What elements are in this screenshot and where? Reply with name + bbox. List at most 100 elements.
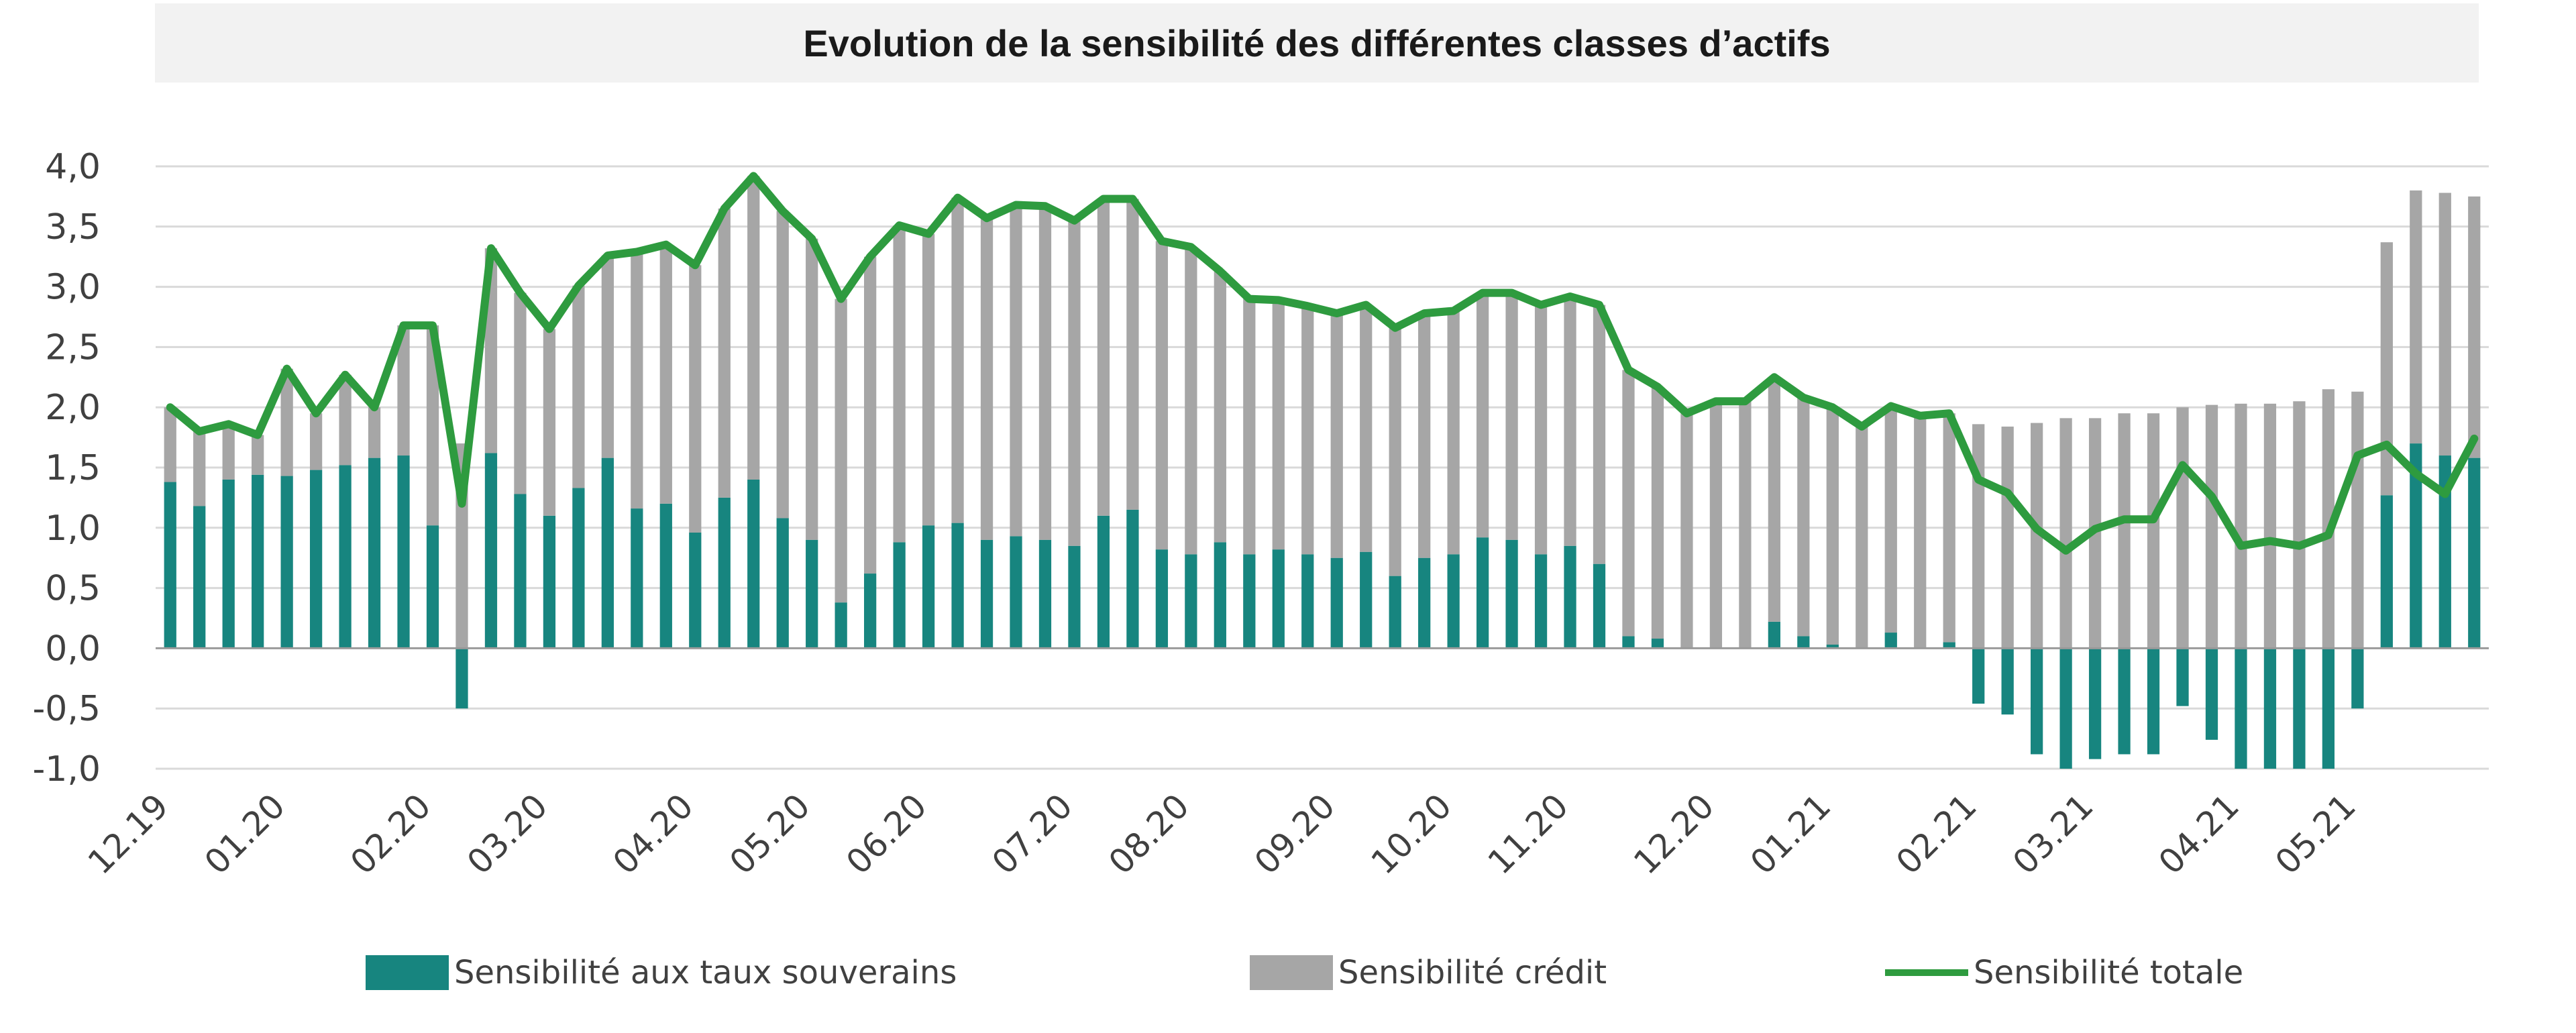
bar-credit bbox=[1564, 296, 1576, 546]
bar-souverains bbox=[835, 602, 847, 649]
x-tick-label: 02.20 bbox=[343, 786, 438, 881]
bar-souverains bbox=[2205, 648, 2218, 740]
bar-souverains bbox=[1330, 557, 1343, 649]
legend-line-totale bbox=[1885, 969, 1968, 976]
bar-credit bbox=[2351, 391, 2364, 649]
bar-souverains bbox=[1826, 645, 1839, 649]
bar-souverains bbox=[309, 470, 323, 649]
y-tick-label: 3,5 bbox=[45, 207, 101, 248]
legend-item-totale: Sensibilité totale bbox=[1885, 946, 2243, 999]
y-tick-label: 1,0 bbox=[45, 508, 101, 549]
bar-credit bbox=[1038, 206, 1052, 540]
bar-credit bbox=[193, 431, 206, 506]
total-line bbox=[166, 172, 2479, 555]
x-tick-label: 05.20 bbox=[722, 786, 817, 881]
bar-credit bbox=[280, 368, 293, 476]
bar-credit bbox=[2031, 423, 2043, 649]
bar-souverains bbox=[368, 457, 381, 649]
bar-souverains bbox=[514, 494, 527, 649]
bar-souverains bbox=[1155, 549, 1169, 649]
y-tick-label: -0,5 bbox=[33, 689, 101, 729]
bar-credit bbox=[2380, 242, 2393, 496]
bar-credit bbox=[718, 208, 731, 498]
bar-souverains bbox=[2147, 648, 2160, 755]
bar-credit bbox=[922, 233, 935, 526]
x-tick-label: 03.21 bbox=[2005, 786, 2100, 881]
bar-souverains bbox=[806, 539, 818, 649]
bar-credit bbox=[397, 325, 410, 456]
bar-souverains bbox=[1534, 554, 1548, 649]
bar-souverains bbox=[222, 479, 235, 649]
bar-souverains bbox=[484, 453, 498, 649]
bar-credit bbox=[1447, 311, 1460, 555]
y-axis-ticks: -1,0 -0,5 0,0 0,5 1,0 1,5 2,0 2,5 3,0 3,5 4,0 bbox=[33, 147, 101, 790]
x-tick-label: 03.20 bbox=[460, 786, 555, 881]
bar-credit bbox=[601, 255, 614, 458]
bar-credit bbox=[1243, 298, 1256, 555]
bar-credit bbox=[659, 244, 672, 504]
bar-souverains bbox=[601, 457, 614, 649]
bar-souverains bbox=[1593, 563, 1606, 649]
bar-credit bbox=[1680, 413, 1693, 649]
bar-credit bbox=[1360, 305, 1373, 552]
bar-credit bbox=[2263, 403, 2277, 649]
bar-credit bbox=[1097, 199, 1110, 516]
bar-souverains bbox=[631, 508, 643, 649]
bar-souverains bbox=[2351, 648, 2364, 709]
bar-credit bbox=[1389, 327, 1401, 576]
bar-souverains bbox=[455, 648, 468, 709]
bar-souverains bbox=[2438, 455, 2451, 649]
bar-souverains bbox=[689, 532, 702, 649]
bar-credit bbox=[2059, 418, 2072, 649]
bar-credit bbox=[2410, 190, 2422, 444]
bar-souverains bbox=[1884, 633, 1897, 649]
bar-credit bbox=[2322, 389, 2335, 649]
bar-souverains bbox=[339, 465, 352, 649]
bar-souverains bbox=[2263, 648, 2277, 769]
bar-souverains bbox=[397, 455, 410, 649]
bar-credit bbox=[1214, 271, 1226, 543]
bar-souverains bbox=[776, 518, 789, 649]
y-tick-label: 0,5 bbox=[45, 569, 101, 609]
bar-credit bbox=[1505, 292, 1518, 540]
bar-souverains bbox=[659, 503, 672, 649]
legend: Sensibilité aux taux souverains Sensibil… bbox=[0, 946, 2576, 999]
bars bbox=[164, 176, 2481, 769]
bar-credit bbox=[309, 413, 323, 470]
bar-credit bbox=[2438, 193, 2451, 456]
bar-credit bbox=[1272, 300, 1285, 550]
chart-title: Evolution de la sensibilité des différen… bbox=[803, 21, 1831, 64]
bar-souverains bbox=[1243, 554, 1256, 649]
bar-credit bbox=[2235, 403, 2247, 649]
x-tick-label: 05.21 bbox=[2268, 786, 2363, 881]
x-tick-label: 06.20 bbox=[839, 786, 934, 881]
x-tick-label: 11.20 bbox=[1481, 786, 1576, 881]
bar-credit bbox=[2001, 426, 2014, 649]
bar-souverains bbox=[1068, 545, 1081, 649]
bar-credit bbox=[572, 285, 585, 488]
bar-souverains bbox=[1097, 515, 1110, 649]
bar-souverains bbox=[1651, 639, 1664, 649]
bar-credit bbox=[1797, 397, 1810, 637]
x-tick-label: 12.20 bbox=[1626, 786, 1721, 881]
bar-credit bbox=[2176, 407, 2189, 649]
bar-credit bbox=[252, 435, 264, 475]
bar-souverains bbox=[2001, 648, 2014, 715]
bar-credit bbox=[951, 197, 964, 523]
x-tick-label: 01.21 bbox=[1743, 786, 1838, 881]
bar-souverains bbox=[2118, 648, 2131, 755]
x-tick-label: 07.20 bbox=[985, 786, 1080, 881]
bar-credit bbox=[1010, 205, 1022, 537]
bar-souverains bbox=[1797, 636, 1810, 649]
bar-souverains bbox=[1564, 545, 1576, 649]
bar-souverains bbox=[922, 525, 935, 649]
legend-swatch-credit bbox=[1250, 955, 1333, 990]
bar-souverains bbox=[280, 476, 293, 649]
x-tick-label: 10.20 bbox=[1364, 786, 1459, 881]
legend-label-souverains: Sensibilité aux taux souverains bbox=[454, 954, 957, 991]
legend-swatch-souverains bbox=[366, 955, 449, 990]
bar-credit bbox=[222, 424, 235, 480]
bar-credit bbox=[1418, 313, 1431, 558]
bar-souverains bbox=[718, 497, 731, 649]
